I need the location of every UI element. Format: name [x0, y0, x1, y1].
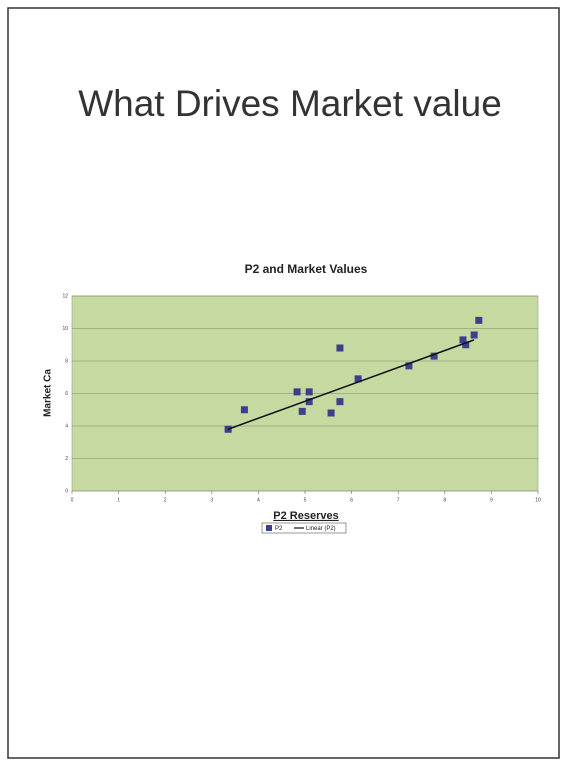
y-tick-label: 12	[62, 293, 68, 299]
data-point	[430, 352, 438, 360]
legend-marker	[266, 525, 272, 531]
y-tick-label: 8	[65, 358, 68, 364]
data-point	[336, 344, 344, 352]
legend-label: P2	[275, 526, 283, 532]
x-tick-label: 0	[71, 497, 74, 503]
x-tick-label: 8	[443, 497, 446, 503]
x-tick-label: 3	[210, 497, 213, 503]
data-point	[459, 336, 467, 344]
y-tick-label: 0	[65, 488, 68, 494]
trend-line	[227, 339, 475, 430]
y-tick-label: 4	[65, 423, 68, 429]
data-point	[305, 388, 313, 396]
data-point	[405, 362, 413, 370]
x-tick-label: 4	[257, 497, 260, 503]
y-tick-label: 10	[62, 326, 68, 332]
data-point	[298, 407, 306, 415]
data-point	[475, 316, 483, 324]
data-point	[354, 375, 362, 383]
data-point	[462, 341, 470, 349]
chart-title: P2 and Market Values	[245, 262, 368, 276]
x-tick-label: 7	[397, 497, 400, 503]
data-point	[293, 388, 301, 396]
y-tick-label: 2	[65, 456, 68, 462]
slide-title: What Drives Market value	[78, 83, 502, 124]
x-tick-label: 2	[164, 497, 167, 503]
legend-label: Linear (P2)	[306, 526, 336, 532]
x-tick-label: 10	[535, 497, 541, 503]
data-point	[327, 409, 335, 417]
x-tick-label: 9	[490, 497, 493, 503]
y-tick-label: 6	[65, 391, 68, 397]
x-tick-label: 6	[350, 497, 353, 503]
x-tick-label: 5	[304, 497, 307, 503]
data-point	[470, 331, 478, 339]
x-axis-label: P2 Reserves	[273, 510, 338, 522]
data-point	[240, 406, 248, 414]
data-point	[336, 398, 344, 406]
x-tick-label: 1	[117, 497, 120, 503]
y-axis-label: Market Ca	[43, 369, 54, 417]
data-point	[305, 398, 313, 406]
